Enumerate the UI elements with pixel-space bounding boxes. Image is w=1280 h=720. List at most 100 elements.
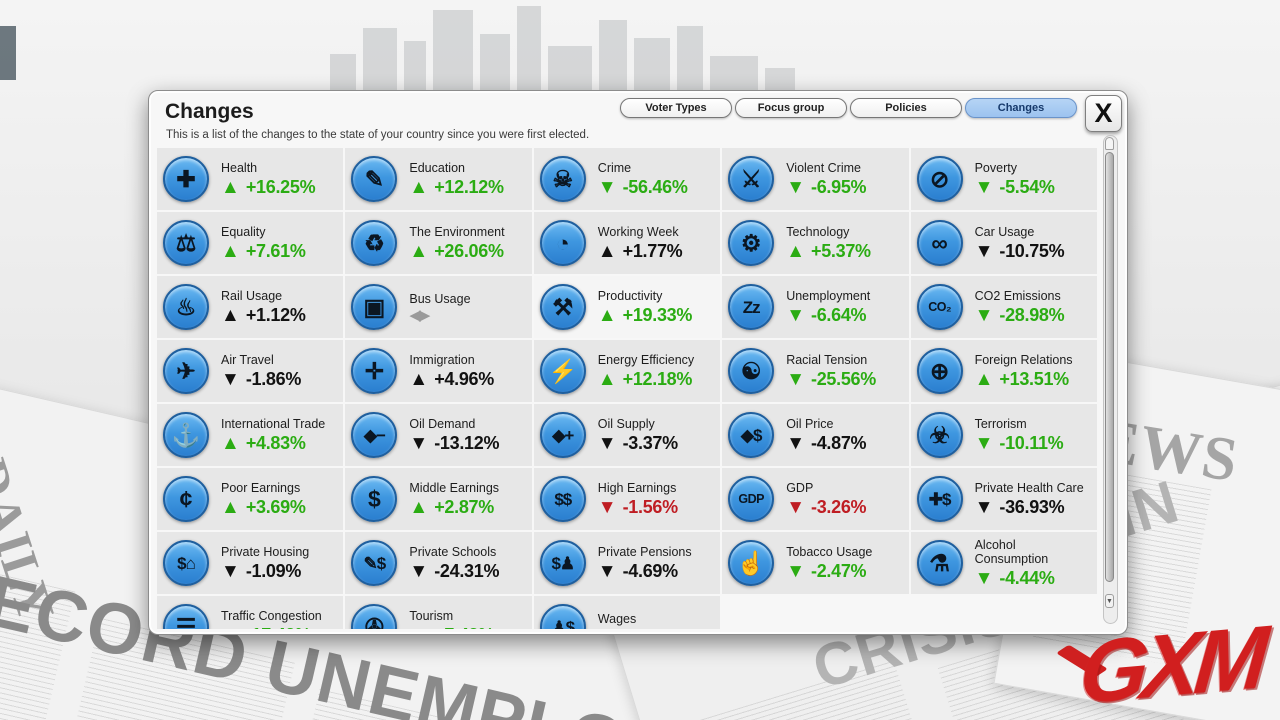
item-value: -4.87%	[811, 432, 867, 453]
change-item-international-trade[interactable]: ⚓ International Trade ▲ +4.83%	[157, 404, 344, 466]
scrollbar-up-button[interactable]	[1105, 137, 1114, 150]
alcohol-consumption-icon: ⚗	[916, 540, 963, 586]
up-arrow-icon: ▲	[409, 368, 429, 390]
down-arrow-icon: ▼	[786, 432, 805, 454]
item-label: Oil Supply	[597, 416, 655, 431]
change-item-oil-price[interactable]: ◆$ Oil Price ▼ -4.87%	[722, 404, 909, 466]
energy-efficiency-icon: ⚡	[539, 348, 586, 394]
change-item-traffic-congestion[interactable]: ☰ Traffic Congestion ▼ -17.49%	[157, 596, 344, 630]
down-arrow-icon: ▼	[597, 176, 617, 198]
down-arrow-icon: ▼	[786, 368, 805, 390]
change-item-rail-usage[interactable]: ♨ Rail Usage ▲ +1.12%	[157, 276, 344, 338]
change-item-car-usage[interactable]: ∞ Car Usage ▼ -10.75%	[910, 212, 1097, 274]
tab-label: Voter Types	[645, 102, 707, 114]
change-item-gdp[interactable]: GDP GDP ▼ -3.26%	[722, 468, 909, 530]
item-label: Private Schools	[409, 544, 497, 559]
background-building-block	[0, 26, 16, 80]
environment-icon: ♻	[351, 220, 398, 266]
scrollbar-thumb[interactable]	[1105, 152, 1114, 582]
tab-focus-group[interactable]: Focus group	[735, 98, 847, 118]
international-trade-icon: ⚓	[163, 412, 209, 458]
scrollbar[interactable]: ▼	[1103, 135, 1118, 624]
change-item-private-pensions[interactable]: $♟ Private Pensions ▼ -4.69%	[533, 532, 721, 594]
poverty-icon: ⊘	[916, 156, 963, 202]
item-value: +12.12%	[434, 176, 504, 197]
change-item-oil-supply[interactable]: ◆+ Oil Supply ▼ -3.37%	[533, 404, 721, 466]
item-label: Wages	[597, 611, 637, 626]
change-item-oil-demand[interactable]: ◆− Oil Demand ▼ -13.12%	[345, 404, 532, 466]
item-value: -5.54%	[999, 176, 1055, 197]
item-label: Air Travel	[221, 352, 274, 367]
item-value: +5.37%	[811, 240, 871, 261]
item-label: Education	[409, 160, 465, 175]
change-item-racial-tension[interactable]: ☯ Racial Tension ▼ -25.56%	[722, 340, 909, 402]
air-travel-icon: ✈	[163, 348, 209, 394]
item-value: -1.86%	[245, 368, 302, 389]
item-value: -24.31%	[434, 560, 500, 581]
change-item-private-housing[interactable]: $⌂ Private Housing ▼ -1.09%	[157, 532, 344, 594]
item-label: Violent Crime	[786, 160, 861, 175]
violent-crime-icon: ⚔	[728, 156, 775, 202]
change-item-terrorism[interactable]: ☣ Terrorism ▼ -10.11%	[910, 404, 1097, 466]
change-item-co2-emissions[interactable]: CO₂ CO2 Emissions ▼ -28.98%	[910, 276, 1097, 338]
change-item-private-schools[interactable]: ✎$ Private Schools ▼ -24.31%	[345, 532, 532, 594]
foreign-relations-icon: ⊕	[916, 348, 963, 394]
change-item-tobacco-usage[interactable]: ☝ Tobacco Usage ▼ -2.47%	[722, 532, 909, 594]
gdp-icon: GDP	[728, 476, 775, 522]
unemployment-icon: Zz	[728, 284, 775, 330]
tab-policies[interactable]: Policies	[850, 98, 962, 118]
item-value: -56.46%	[622, 176, 688, 197]
steady-arrow-icon: ◀▶	[598, 628, 619, 630]
rail-usage-icon: ♨	[163, 284, 209, 330]
item-value: +1.77%	[622, 240, 683, 261]
change-item-working-week[interactable]: ◔ Working Week ▲ +1.77%	[533, 212, 721, 274]
change-item-education[interactable]: ✎ Education ▲ +12.12%	[345, 148, 532, 210]
change-item-the-environment[interactable]: ♻ The Environment ▲ +26.06%	[345, 212, 532, 274]
up-arrow-icon: ▲	[221, 304, 240, 326]
change-item-middle-earnings[interactable]: $ Middle Earnings ▲ +2.87%	[345, 468, 532, 530]
down-arrow-icon: ▼	[221, 368, 240, 390]
up-arrow-icon: ▲	[409, 240, 429, 262]
item-value: -4.44%	[999, 567, 1055, 588]
change-item-air-travel[interactable]: ✈ Air Travel ▼ -1.86%	[157, 340, 344, 402]
tab-voter-types[interactable]: Voter Types	[620, 98, 732, 118]
tab-changes[interactable]: Changes	[965, 98, 1077, 118]
change-item-wages[interactable]: ♟$ Wages ◀▶	[533, 596, 721, 630]
item-label: CO2 Emissions	[974, 288, 1061, 303]
up-arrow-icon: ▲	[974, 368, 994, 390]
change-item-technology[interactable]: ⚙ Technology ▲ +5.37%	[722, 212, 909, 274]
down-arrow-icon: ▼	[974, 567, 994, 589]
item-value: -13.12%	[434, 432, 500, 453]
change-item-unemployment[interactable]: Zz Unemployment ▼ -6.64%	[722, 276, 909, 338]
up-arrow-icon: ▲	[221, 240, 240, 262]
change-item-bus-usage[interactable]: ▣ Bus Usage ◀▶	[345, 276, 532, 338]
close-button[interactable]: X	[1085, 95, 1122, 132]
change-item-high-earnings[interactable]: $$ High Earnings ▼ -1.56%	[533, 468, 721, 530]
item-value: -25.56%	[811, 368, 876, 389]
technology-icon: ⚙	[728, 220, 775, 266]
change-item-immigration[interactable]: ✛ Immigration ▲ +4.96%	[345, 340, 532, 402]
change-item-poverty[interactable]: ⊘ Poverty ▼ -5.54%	[910, 148, 1097, 210]
change-item-violent-crime[interactable]: ⚔ Violent Crime ▼ -6.95%	[722, 148, 909, 210]
item-value: -4.69%	[622, 560, 679, 581]
change-item-equality[interactable]: ⚖ Equality ▲ +7.61%	[157, 212, 344, 274]
change-item-foreign-relations[interactable]: ⊕ Foreign Relations ▲ +13.51%	[910, 340, 1097, 402]
down-arrow-icon: ▼	[974, 432, 994, 454]
item-value: -17.49%	[246, 625, 311, 630]
change-item-tourism[interactable]: ✇ Tourism ▲ +7.43%	[345, 596, 532, 630]
change-item-poor-earnings[interactable]: ¢ Poor Earnings ▲ +3.69%	[157, 468, 344, 530]
change-item-energy-efficiency[interactable]: ⚡ Energy Efficiency ▲ +12.18%	[533, 340, 721, 402]
oil-demand-icon: ◆−	[351, 412, 398, 458]
change-item-health[interactable]: ✚ Health ▲ +16.25%	[157, 148, 344, 210]
change-item-alcohol-consumption[interactable]: ⚗ Alcohol Consumption ▼ -4.44%	[910, 532, 1097, 594]
scrollbar-down-button[interactable]: ▼	[1105, 594, 1114, 608]
change-item-crime[interactable]: ☠ Crime ▼ -56.46%	[533, 148, 721, 210]
tourism-icon: ✇	[351, 604, 398, 629]
item-value: +26.06%	[434, 240, 504, 261]
change-item-private-health-care[interactable]: ✚$ Private Health Care ▼ -36.93%	[910, 468, 1097, 530]
up-arrow-icon: ▲	[409, 176, 429, 198]
item-value: +7.43%	[434, 625, 494, 630]
change-item-productivity[interactable]: ⚒ Productivity ▲ +19.33%	[533, 276, 721, 338]
wages-icon: ♟$	[539, 604, 586, 629]
education-icon: ✎	[351, 156, 398, 202]
